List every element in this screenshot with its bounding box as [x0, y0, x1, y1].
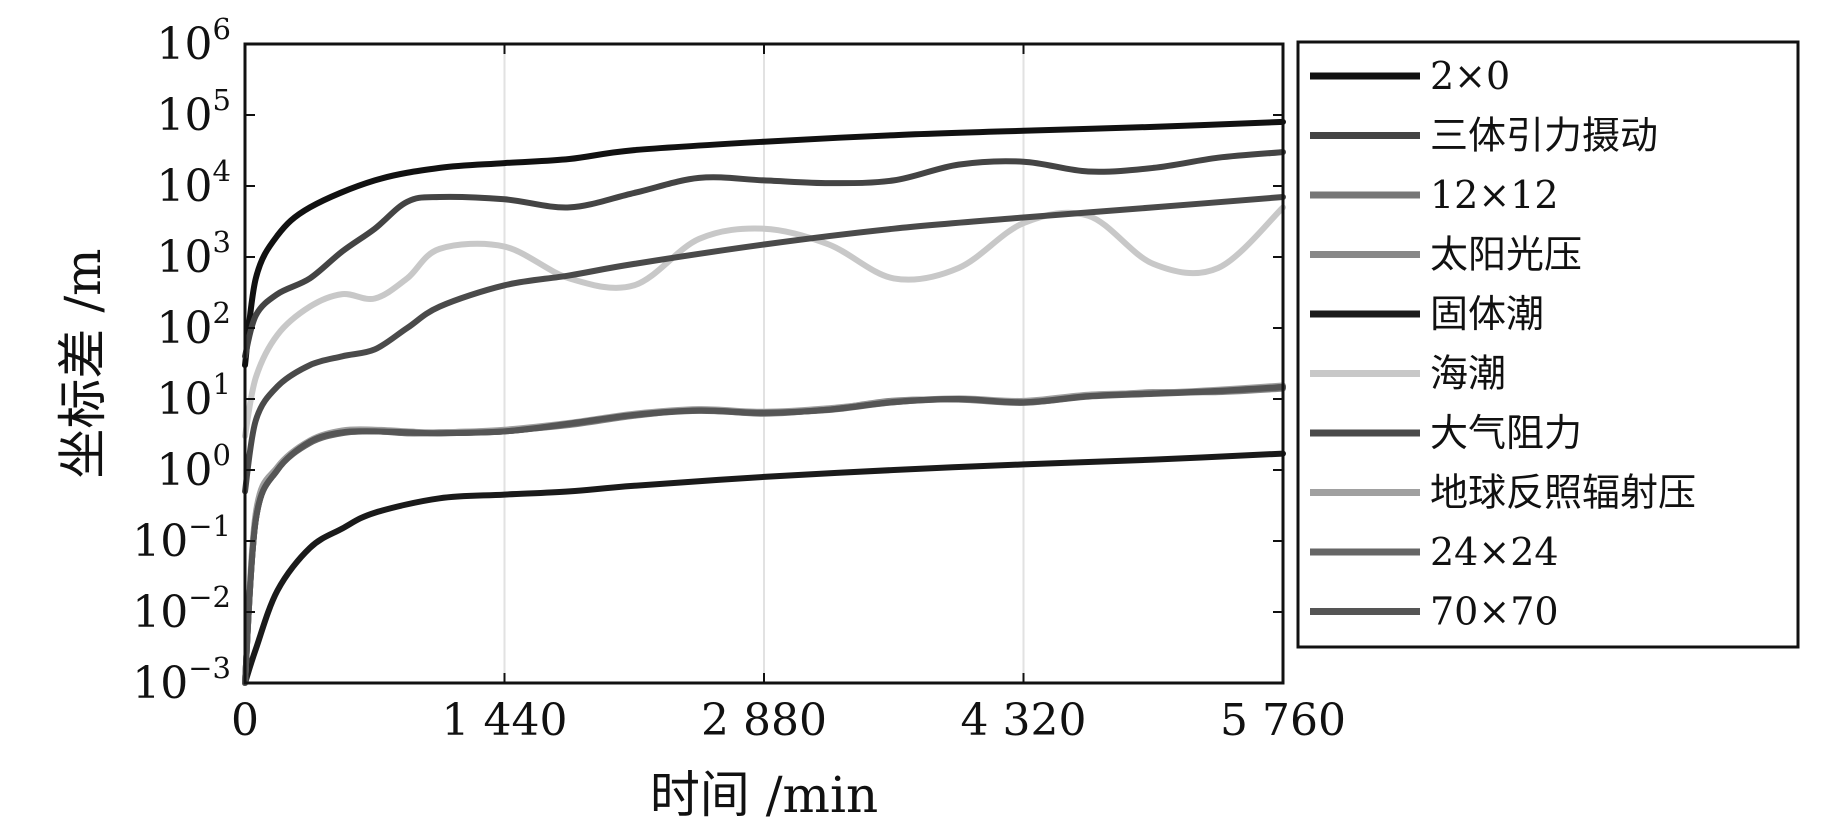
legend-label: 24×24 — [1430, 530, 1559, 574]
legend-label: 2×0 — [1430, 54, 1510, 98]
y-tick-label: 105 — [157, 83, 231, 141]
y-tick-label: 100 — [157, 438, 231, 496]
y-tick-label: 103 — [157, 225, 231, 283]
legend-label: 地球反照辐射压 — [1430, 471, 1696, 515]
x-tick-label: 1 440 — [442, 695, 568, 746]
x-axis-ticks: 0 1 440 2 880 4 320 5 760 — [231, 44, 1346, 746]
y-tick-label: 101 — [157, 367, 231, 425]
legend-label: 固体潮 — [1430, 292, 1544, 336]
legend-label: 大气阻力 — [1430, 411, 1582, 455]
series-line-0 — [242, 118, 1286, 369]
series-line-6 — [242, 194, 1286, 495]
y-axis-ticks: 10−3 10−2 10−1 100 101 102 103 104 105 106 — [132, 12, 1283, 709]
legend-label: 12×12 — [1430, 173, 1559, 217]
series-line-4 — [242, 450, 1286, 686]
legend-box — [1296, 40, 1800, 649]
y-tick-label: 10−2 — [132, 580, 231, 638]
y-tick-label: 102 — [157, 296, 231, 354]
legend-label: 三体引力摄动 — [1430, 114, 1658, 158]
grid — [503, 44, 1025, 683]
x-tick-label: 5 760 — [1220, 695, 1346, 746]
y-tick-label: 106 — [157, 12, 231, 70]
y-axis-title: 坐标差 /m — [54, 248, 112, 478]
series-line-1 — [242, 149, 1286, 360]
y-tick-label: 104 — [157, 154, 231, 212]
x-axis-title: 时间 /min — [650, 766, 878, 824]
series-lines — [242, 118, 1286, 686]
y-tick-label: 10−3 — [132, 651, 231, 709]
legend-label: 海潮 — [1430, 352, 1506, 396]
legend-label: 70×70 — [1430, 590, 1559, 634]
x-tick-label: 0 — [231, 695, 259, 746]
series-line-9 — [242, 383, 1286, 686]
x-tick-label: 4 320 — [961, 695, 1087, 746]
y-tick-label: 10−1 — [132, 509, 231, 567]
legend-label: 太阳光压 — [1430, 233, 1582, 277]
x-tick-label: 2 880 — [701, 695, 827, 746]
